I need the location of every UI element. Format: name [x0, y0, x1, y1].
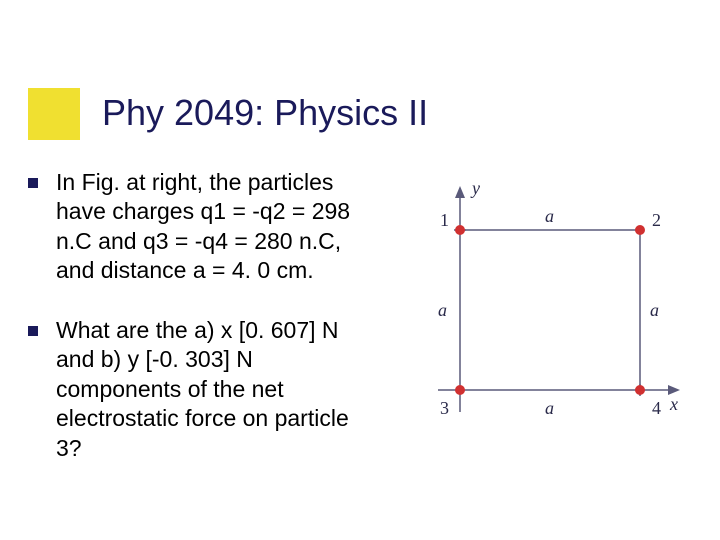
particle-4-label: 4: [652, 398, 661, 418]
particle-1-label: 1: [440, 210, 449, 230]
side-label-left: a: [438, 300, 447, 320]
page-title: Phy 2049: Physics II: [102, 92, 428, 134]
particle-1: [455, 225, 465, 235]
y-axis-label: y: [470, 180, 480, 198]
bullet-item: In Fig. at right, the particles have cha…: [28, 168, 368, 286]
side-label-right: a: [650, 300, 659, 320]
bullet-item: What are the a) x [0. 607] N and b) y [-…: [28, 316, 368, 463]
y-axis-arrow: [455, 186, 465, 198]
bullet-text: What are the a) x [0. 607] N and b) y [-…: [56, 316, 368, 463]
physics-figure: y x 1 2 3 4 a a a a: [390, 180, 690, 440]
bullet-text: In Fig. at right, the particles have cha…: [56, 168, 368, 286]
bullet-marker: [28, 326, 38, 336]
particle-2-label: 2: [652, 210, 661, 230]
figure-svg: y x 1 2 3 4 a a a a: [390, 180, 690, 440]
title-accent-box: [28, 88, 80, 140]
particle-3: [455, 385, 465, 395]
particle-2: [635, 225, 645, 235]
content-area: In Fig. at right, the particles have cha…: [28, 168, 368, 493]
x-axis-label: x: [669, 394, 678, 414]
particle-4: [635, 385, 645, 395]
side-label-bottom: a: [545, 398, 554, 418]
side-label-top: a: [545, 206, 554, 226]
particle-3-label: 3: [440, 398, 449, 418]
bullet-marker: [28, 178, 38, 188]
